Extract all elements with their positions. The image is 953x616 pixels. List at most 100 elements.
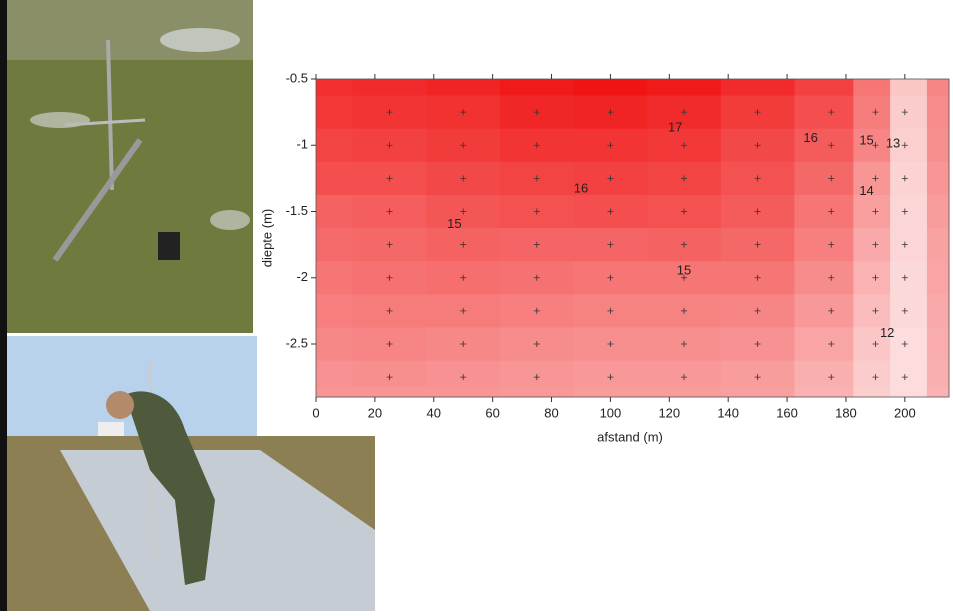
- sample-point: [681, 241, 688, 248]
- sample-point: [828, 142, 835, 149]
- heat-cell: [926, 194, 950, 229]
- logger: [158, 232, 180, 260]
- sample-point: [607, 208, 614, 215]
- sample-point: [901, 109, 908, 116]
- heat-cell: [926, 79, 950, 97]
- heat-cell: [720, 387, 795, 398]
- heat-cell: [316, 360, 354, 388]
- sample-point: [386, 175, 393, 182]
- contour-label: 16: [574, 180, 588, 195]
- heat-cell: [853, 161, 891, 196]
- sample-point: [607, 274, 614, 281]
- heat-cell: [853, 128, 891, 163]
- heat-cell: [794, 387, 854, 398]
- heat-cell: [647, 387, 722, 398]
- sample-point: [533, 374, 540, 381]
- heat-cell: [926, 387, 950, 398]
- heat-cell: [853, 294, 891, 328]
- heat-cell: [926, 327, 950, 362]
- sample-point: [872, 307, 879, 314]
- y-tick-label: -2: [296, 269, 308, 284]
- sample-point: [460, 109, 467, 116]
- sample-point: [533, 142, 540, 149]
- sample-point: [386, 142, 393, 149]
- x-tick-label: 180: [835, 405, 857, 420]
- heat-cell: [352, 79, 427, 97]
- plot-frame: [315, 78, 950, 398]
- sample-point: [460, 175, 467, 182]
- y-tick-label: -2.5: [286, 335, 308, 350]
- heat-cell: [890, 194, 928, 229]
- heat-cell: [316, 387, 354, 398]
- x-tick-label: 20: [368, 405, 382, 420]
- y-tick-label: -1: [296, 137, 308, 152]
- y-tick-label: -0.5: [286, 70, 308, 85]
- sample-point: [386, 307, 393, 314]
- sample-point: [872, 142, 879, 149]
- heat-cell: [794, 79, 854, 97]
- sample-point: [460, 208, 467, 215]
- sample-point: [872, 109, 879, 116]
- sample-point: [901, 374, 908, 381]
- sample-point: [754, 341, 761, 347]
- heat-cell: [926, 294, 950, 328]
- sample-point: [901, 307, 908, 314]
- sample-point: [460, 307, 467, 314]
- contour-label: 15: [677, 263, 691, 278]
- heat-cell: [794, 294, 854, 328]
- sample-point: [901, 175, 908, 182]
- sample-point: [872, 175, 879, 182]
- heat-cell: [500, 79, 575, 97]
- sample-point: [828, 175, 835, 182]
- heat-cell: [890, 79, 928, 97]
- sample-point: [460, 274, 467, 281]
- heat-cell: [853, 95, 891, 130]
- heat-cell: [316, 79, 354, 97]
- sample-point: [607, 374, 614, 381]
- sample-point: [386, 241, 393, 248]
- sample-point: [681, 374, 688, 381]
- heat-cell: [794, 327, 854, 362]
- sample-point: [607, 142, 614, 149]
- heat-cell: [426, 79, 501, 97]
- sample-point: [460, 241, 467, 248]
- sample-point: [681, 142, 688, 149]
- x-tick-label: 40: [427, 405, 441, 420]
- heat-cell: [890, 161, 928, 196]
- pole: [106, 39, 114, 191]
- heat-cell: [316, 194, 354, 229]
- heat-cell: [794, 161, 854, 196]
- sample-point: [828, 109, 835, 116]
- sample-point: [386, 109, 393, 116]
- sample-point: [533, 109, 540, 116]
- heat-cell: [853, 360, 891, 388]
- heat-cell: [926, 228, 950, 262]
- heat-cell: [794, 261, 854, 295]
- heat-cell: [720, 360, 795, 388]
- sample-point: [681, 175, 688, 182]
- photo-ditch: [7, 336, 375, 611]
- sample-point: [681, 307, 688, 314]
- heat-cell: [890, 387, 928, 398]
- sample-point: [872, 374, 879, 381]
- sample-point: [754, 307, 761, 314]
- contour-label: 17: [668, 119, 682, 134]
- sample-point: [607, 175, 614, 182]
- sample-point: [607, 341, 614, 347]
- sample-point: [901, 341, 908, 347]
- heat-cell: [316, 128, 354, 163]
- heat-cell: [853, 261, 891, 295]
- heat-cell: [926, 360, 950, 388]
- contour-label: 13: [886, 135, 900, 150]
- photo-field: [7, 0, 253, 333]
- sample-point: [754, 142, 761, 149]
- heat-cell: [426, 360, 501, 388]
- heat-cell: [573, 79, 648, 97]
- sample-point: [386, 341, 393, 347]
- heat-cell: [316, 95, 354, 130]
- x-tick-label: 140: [717, 405, 739, 420]
- sample-point: [386, 374, 393, 381]
- left-border: [0, 0, 7, 611]
- sample-point: [828, 208, 835, 215]
- car: [98, 422, 124, 436]
